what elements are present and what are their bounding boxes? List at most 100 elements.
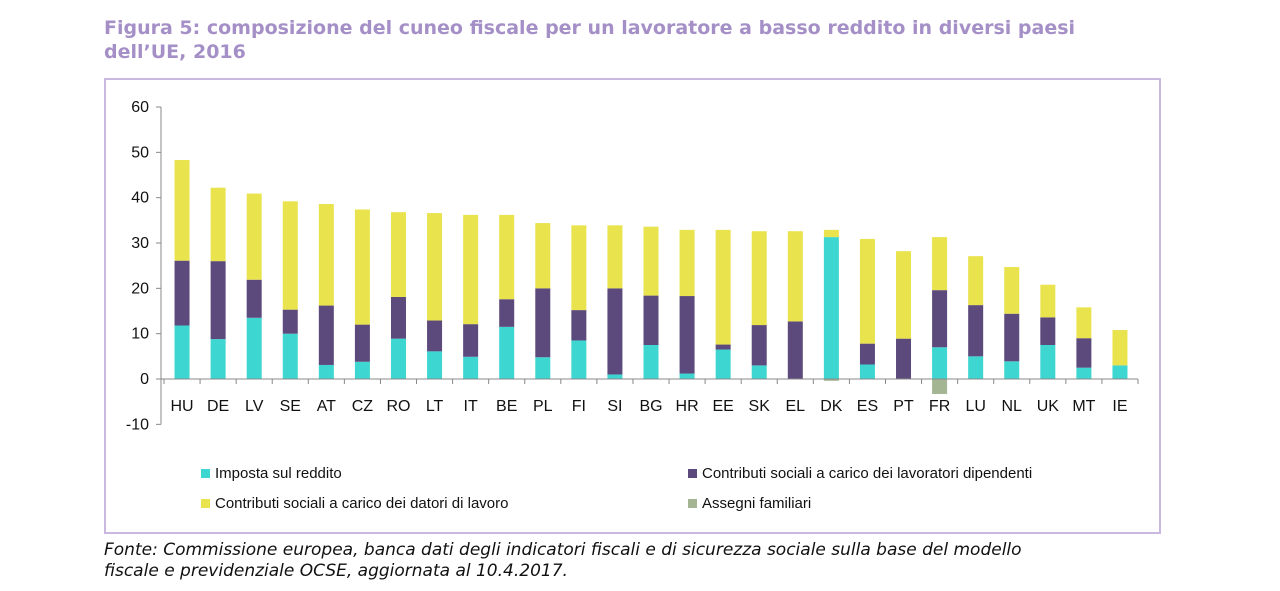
bar-segment-el-s2 <box>787 231 803 322</box>
bar-segment-dk-s0 <box>823 237 839 379</box>
category-label-se: SE <box>280 398 301 415</box>
bar-segment-lt-s1 <box>427 320 443 352</box>
category-label-at: AT <box>317 398 336 415</box>
bar-segment-lv-s0 <box>246 317 262 379</box>
legend-label-0: Imposta sul reddito <box>215 465 342 482</box>
category-label-pl: PL <box>533 398 553 415</box>
bar-segment-fr-s2 <box>932 237 948 291</box>
bar-segment-ee-s0 <box>715 349 731 379</box>
y-tick-label: 40 <box>131 190 149 207</box>
bar-segment-at-s2 <box>318 204 334 306</box>
figure-title-line-2: dell’UE, 2016 <box>104 41 246 63</box>
bar-segment-es-s1 <box>859 343 875 365</box>
bar-segment-hu-s0 <box>174 325 190 379</box>
bar-segment-pl-s2 <box>535 223 551 289</box>
legend-swatch-2 <box>201 499 210 508</box>
bar-segment-dk-s3 <box>823 379 839 381</box>
bar-segment-sk-s1 <box>751 325 767 366</box>
bar-segment-ro-s2 <box>390 212 406 297</box>
bar-segment-pl-s1 <box>535 288 551 358</box>
bar-segment-be-s2 <box>499 214 515 300</box>
bar-segment-mt-s0 <box>1076 367 1092 379</box>
bar-segment-de-s0 <box>210 339 226 379</box>
bar-segment-dk-s2 <box>823 229 839 238</box>
bar-segment-uk-s0 <box>1040 345 1056 379</box>
category-label-fr: FR <box>929 398 950 415</box>
category-label-ro: RO <box>386 398 410 415</box>
bar-segment-ro-s0 <box>390 338 406 379</box>
bar-segment-de-s2 <box>210 187 226 262</box>
legend-swatch-0 <box>201 469 210 478</box>
bar-segment-se-s1 <box>282 309 298 334</box>
bar-segment-bg-s0 <box>643 345 659 379</box>
bar-segment-uk-s1 <box>1040 317 1056 345</box>
legend-swatch-3 <box>688 499 697 508</box>
y-tick-label: 0 <box>140 371 149 388</box>
category-label-pt: PT <box>893 398 914 415</box>
bar-segment-lt-s2 <box>427 213 443 321</box>
bar-segment-ie-s0 <box>1112 365 1128 379</box>
category-label-lv: LV <box>245 398 264 415</box>
category-label-nl: NL <box>1002 398 1023 415</box>
category-label-uk: UK <box>1037 398 1060 415</box>
bar-segment-de-s1 <box>210 261 226 340</box>
bar-segment-it-s2 <box>463 214 479 325</box>
bar-segment-bg-s2 <box>643 226 659 296</box>
bar-segment-fr-s0 <box>932 347 948 379</box>
y-tick-label: -10 <box>126 416 149 433</box>
source-note-line-1: Fonte: Commissione europea, banca dati d… <box>104 540 1022 560</box>
bar-segment-at-s1 <box>318 305 334 365</box>
bar-segment-fi-s1 <box>571 310 587 341</box>
source-note-line-2: fiscale e previdenziale OCSE, aggiornata… <box>104 561 568 581</box>
bar-segment-it-s0 <box>463 356 479 379</box>
bar-segment-fr-s1 <box>932 290 948 348</box>
category-label-ee: EE <box>712 398 733 415</box>
bar-segment-ie-s2 <box>1112 330 1128 366</box>
legend-label-1: Contributi sociali a carico dei lavorato… <box>702 465 1032 482</box>
source-note: Fonte: Commissione europea, banca dati d… <box>104 540 1184 582</box>
bar-segment-sk-s0 <box>751 365 767 379</box>
bar-segment-si-s2 <box>607 225 623 289</box>
legend-swatch-1 <box>688 469 697 478</box>
stacked-bar-chart: -10 0 10 20 30 40 50 60 HU DE LV SE AT CZ RO LT IT BE PL FI… <box>126 99 1139 512</box>
y-tick-label: 20 <box>131 280 149 297</box>
bar-segment-pt-s1 <box>896 338 912 379</box>
category-label-el: EL <box>786 398 806 415</box>
category-label-fi: FI <box>572 398 586 415</box>
y-tick-label: 10 <box>131 326 149 343</box>
bar-segment-mt-s2 <box>1076 307 1092 339</box>
bar-segment-lv-s1 <box>246 279 262 318</box>
bar-segment-nl-s1 <box>1004 313 1020 362</box>
bar-segment-es-s2 <box>859 238 875 344</box>
bar-segment-es-s0 <box>859 364 875 379</box>
bar-segment-hr-s0 <box>679 373 695 379</box>
category-label-lu: LU <box>965 398 985 415</box>
bar-segment-si-s0 <box>607 374 623 379</box>
bar-segment-nl-s0 <box>1004 361 1020 379</box>
bar-segment-at-s0 <box>318 364 334 379</box>
bar-segment-bg-s1 <box>643 295 659 345</box>
bar-segment-pl-s0 <box>535 357 551 379</box>
bar-segment-pt-s2 <box>896 251 912 339</box>
bar-segment-cz-s2 <box>354 209 370 325</box>
bar-segment-ee-s1 <box>715 344 731 350</box>
bar-segment-se-s0 <box>282 333 298 379</box>
category-label-de: DE <box>207 398 229 415</box>
category-label-dk: DK <box>820 398 843 415</box>
bar-segment-uk-s2 <box>1040 284 1056 318</box>
y-tick-label: 30 <box>131 235 149 252</box>
bar-segment-hr-s1 <box>679 296 695 374</box>
bar-segment-nl-s2 <box>1004 267 1020 314</box>
bar-segment-hu-s2 <box>174 160 190 261</box>
figure-title-line-1: Figura 5: composizione del cuneo fiscale… <box>104 17 1076 39</box>
bar-segment-el-s1 <box>787 321 803 379</box>
category-label-cz: CZ <box>352 398 374 415</box>
bar-segment-se-s2 <box>282 201 298 310</box>
figure-title: Figura 5: composizione del cuneo fiscale… <box>104 16 1184 64</box>
bar-segment-cz-s1 <box>354 324 370 362</box>
bar-segment-ee-s2 <box>715 229 731 345</box>
bar-segment-it-s1 <box>463 324 479 357</box>
category-label-it: IT <box>464 398 478 415</box>
legend-label-2: Contributi sociali a carico dei datori d… <box>215 495 508 512</box>
bar-segment-hr-s2 <box>679 229 695 297</box>
